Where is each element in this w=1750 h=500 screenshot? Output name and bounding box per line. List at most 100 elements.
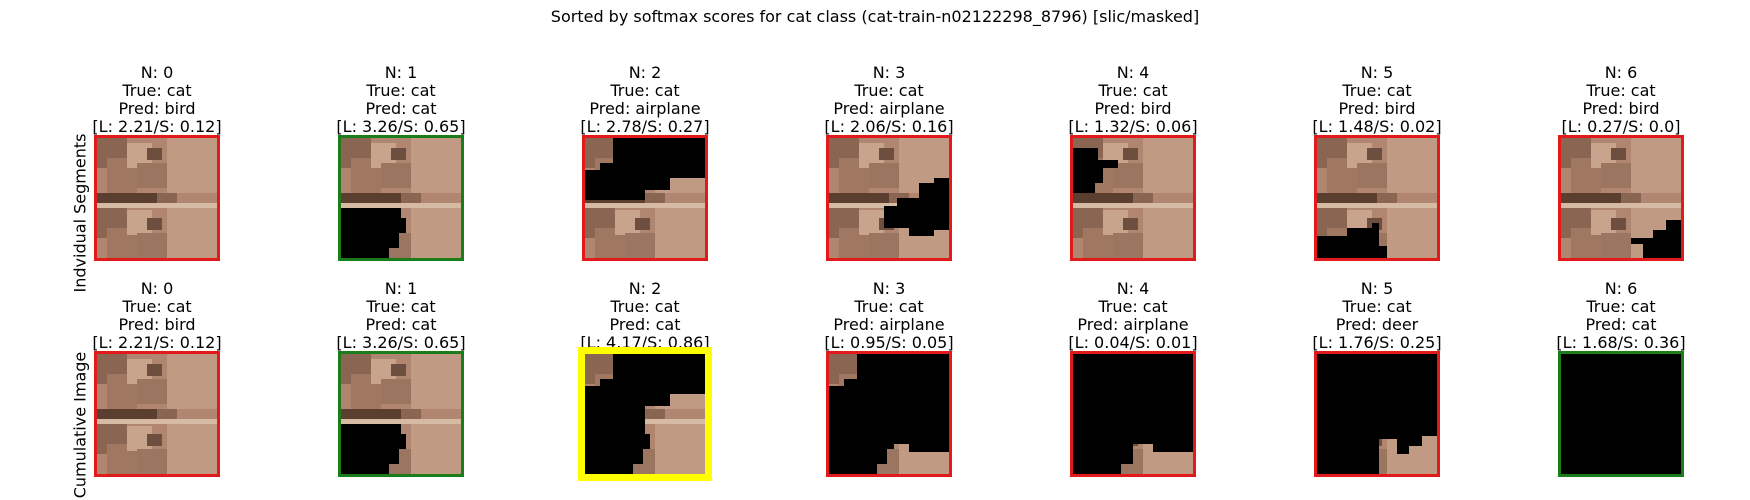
panel-caption: N: 5 True: cat Pred: bird [L: 1.48/S: 0.02]	[1267, 64, 1487, 136]
masked-image	[341, 354, 461, 474]
segment-thumbnail	[338, 135, 464, 261]
score-label: [L: 3.26/S: 0.65]	[336, 333, 466, 352]
true-class-label: True: cat	[1342, 81, 1412, 100]
mask-region	[1317, 354, 1437, 474]
score-label: [L: 2.06/S: 0.16]	[824, 117, 954, 136]
score-label: [L: 1.32/S: 0.06]	[1068, 117, 1198, 136]
segment-thumbnail	[338, 351, 464, 477]
panel-caption: N: 3 True: cat Pred: airplane [L: 2.06/S: 0…	[779, 64, 999, 136]
panel-caption: N: 6 True: cat Pred: bird [L: 0.27/S: 0.0]	[1511, 64, 1731, 136]
true-class-label: True: cat	[1586, 81, 1656, 100]
true-class-label: True: cat	[122, 81, 192, 100]
panel-index-label: N: 3	[872, 63, 906, 82]
true-class-label: True: cat	[610, 81, 680, 100]
panel-index-label: N: 4	[1116, 279, 1150, 298]
panel-index-label: N: 5	[1360, 279, 1394, 298]
panel-index-label: N: 0	[140, 63, 174, 82]
predicted-class-label: Pred: cat	[365, 99, 437, 118]
score-label: [L: 1.48/S: 0.02]	[1312, 117, 1442, 136]
true-class-label: True: cat	[366, 81, 436, 100]
score-label: [L: 1.76/S: 0.25]	[1312, 333, 1442, 352]
panel-caption: N: 4 True: cat Pred: bird [L: 1.32/S: 0.06]	[1023, 64, 1243, 136]
panel-caption: N: 4 True: cat Pred: airplane [L: 0.04/S: 0…	[1023, 280, 1243, 352]
masked-image	[97, 354, 217, 474]
mask-region	[585, 416, 650, 474]
panel-index-label: N: 4	[1116, 63, 1150, 82]
mask-region	[884, 178, 949, 236]
masked-image	[585, 138, 705, 258]
true-class-label: True: cat	[1586, 297, 1656, 316]
row-label-individual-segments: Indvidual Segments	[70, 133, 90, 293]
masked-image	[341, 138, 461, 258]
true-class-label: True: cat	[1098, 297, 1168, 316]
mask-region	[585, 138, 705, 200]
mask-region	[585, 354, 705, 416]
score-label: [L: 0.27/S: 0.0]	[1561, 117, 1681, 136]
masked-image	[829, 354, 949, 474]
panel-caption: N: 1 True: cat Pred: cat [L: 3.26/S: 0.65]	[291, 280, 511, 352]
panel-caption: N: 2 True: cat Pred: cat [L: 4.17/S: 0.86]	[535, 280, 755, 352]
row-label-cumulative-image: Cumulative Image	[70, 351, 90, 499]
predicted-class-label: Pred: cat	[1585, 315, 1657, 334]
segment-thumbnail	[94, 351, 220, 477]
true-class-label: True: cat	[1098, 81, 1168, 100]
panel-index-label: N: 1	[384, 279, 418, 298]
segment-thumbnail	[1558, 351, 1684, 477]
masked-image	[585, 354, 705, 474]
panel-index-label: N: 1	[384, 63, 418, 82]
segment-thumbnail	[1070, 351, 1196, 477]
predicted-class-label: Pred: bird	[1338, 99, 1416, 118]
segment-thumbnail	[1558, 135, 1684, 261]
panel-index-label: N: 6	[1604, 279, 1638, 298]
masked-image	[1317, 354, 1437, 474]
score-label: [L: 3.26/S: 0.65]	[336, 117, 466, 136]
predicted-class-label: Pred: deer	[1335, 315, 1419, 334]
masked-image	[1073, 354, 1193, 474]
predicted-class-label: Pred: bird	[1582, 99, 1660, 118]
panel-caption: N: 0 True: cat Pred: bird [L: 2.21/S: 0.12]	[47, 64, 267, 136]
panel-index-label: N: 0	[140, 279, 174, 298]
predicted-class-label: Pred: cat	[609, 315, 681, 334]
mask-region	[829, 354, 949, 474]
predicted-class-label: Pred: airplane	[833, 315, 945, 334]
masked-image	[829, 138, 949, 258]
mask-region	[1561, 354, 1681, 474]
predicted-class-label: Pred: bird	[1094, 99, 1172, 118]
segment-thumbnail	[1070, 135, 1196, 261]
mask-region	[1073, 354, 1193, 474]
true-class-label: True: cat	[122, 297, 192, 316]
mask-region	[341, 208, 406, 258]
masked-image	[1561, 354, 1681, 474]
panel-index-label: N: 3	[872, 279, 906, 298]
true-class-label: True: cat	[854, 297, 924, 316]
score-label: [L: 0.04/S: 0.01]	[1068, 333, 1198, 352]
predicted-class-label: Pred: bird	[118, 315, 196, 334]
segment-thumbnail	[582, 135, 708, 261]
masked-image	[97, 138, 217, 258]
score-label: [L: 2.21/S: 0.12]	[92, 333, 222, 352]
panel-index-label: N: 6	[1604, 63, 1638, 82]
score-label: [L: 1.68/S: 0.36]	[1556, 333, 1686, 352]
panel-caption: N: 5 True: cat Pred: deer [L: 1.76/S: 0.25]	[1267, 280, 1487, 352]
mask-region	[1317, 223, 1387, 258]
mask-region	[1631, 220, 1681, 258]
segment-thumbnail	[826, 351, 952, 477]
mask-region	[1073, 148, 1118, 193]
true-class-label: True: cat	[1342, 297, 1412, 316]
panel-index-label: N: 2	[628, 63, 662, 82]
segment-thumbnail	[826, 135, 952, 261]
predicted-class-label: Pred: bird	[118, 99, 196, 118]
true-class-label: True: cat	[610, 297, 680, 316]
score-label: [L: 2.78/S: 0.27]	[580, 117, 710, 136]
segment-thumbnail	[578, 347, 712, 481]
panel-caption: N: 1 True: cat Pred: cat [L: 3.26/S: 0.65]	[291, 64, 511, 136]
panel-caption: N: 2 True: cat Pred: airplane [L: 2.78/S: 0…	[535, 64, 755, 136]
predicted-class-label: Pred: cat	[365, 315, 437, 334]
segment-thumbnail	[1314, 351, 1440, 477]
mask-region	[341, 424, 406, 474]
panel-index-label: N: 5	[1360, 63, 1394, 82]
predicted-class-label: Pred: airplane	[589, 99, 701, 118]
segment-thumbnail	[94, 135, 220, 261]
panel-caption: N: 3 True: cat Pred: airplane [L: 0.95/S: 0…	[779, 280, 999, 352]
masked-image	[1317, 138, 1437, 258]
